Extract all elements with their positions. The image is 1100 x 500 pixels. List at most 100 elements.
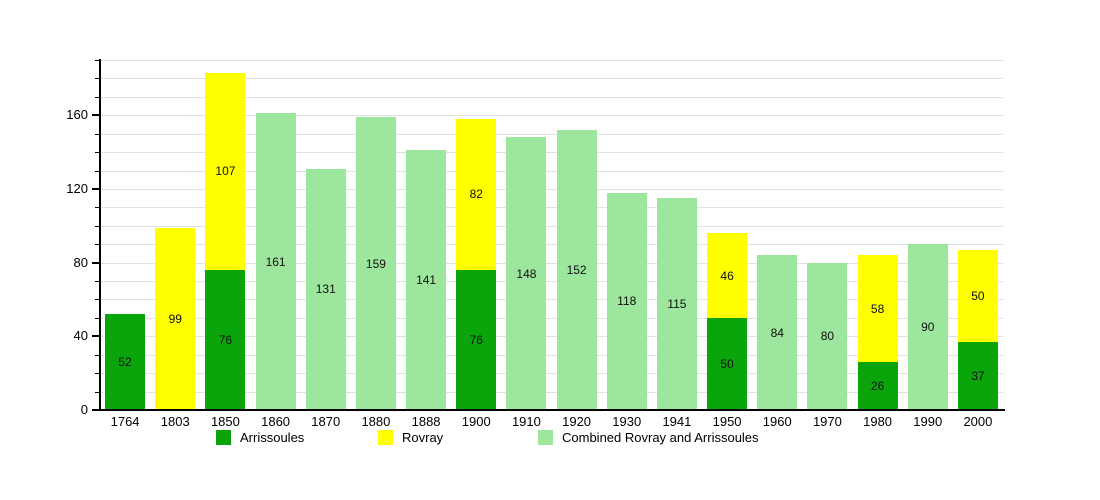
x-tick-label-1960: 1960 [762,414,792,429]
legend: Arrissoules Rovray Combined Rovray and A… [0,430,1100,448]
bar-value-label-1764-arrissoules: 52 [118,355,132,370]
bar-2000-rovray: 50 [957,249,998,342]
gridline-120 [100,188,1003,190]
y-tick-mark-120 [92,187,100,190]
x-tick-label-1910: 1910 [511,414,541,429]
bar-1960-combined: 84 [757,255,798,410]
bar-value-label-1960-combined: 84 [770,325,784,340]
x-tick-label-1920: 1920 [562,414,592,429]
x-tick-label-1888: 1888 [411,414,441,429]
bar-1910-combined: 148 [506,137,547,410]
legend-label-rovray: Rovray [402,430,444,445]
legend-label-arrissoules: Arrissoules [240,430,305,445]
x-tick-label-1980: 1980 [863,414,893,429]
bar-value-label-1850-rovray: 107 [215,164,236,179]
bar-1880-combined: 159 [355,117,396,410]
x-tick-label-2000: 2000 [963,414,993,429]
gridline-60 [100,299,1003,301]
x-tick-label-1860: 1860 [261,414,291,429]
y-tick-mark-100 [95,225,100,227]
gridline-170 [100,96,1003,98]
bar-value-label-2000-rovray: 50 [971,288,985,303]
bar-1980-rovray: 58 [857,255,898,363]
bar-1990-combined: 90 [907,244,948,410]
bar-1950-rovray: 46 [707,233,748,318]
bar-1764-arrissoules: 52 [105,314,146,410]
y-tick-mark-40 [92,335,100,338]
bar-1803-rovray: 99 [155,227,196,410]
y-tick-label-160: 160 [66,107,88,123]
y-tick-label-120: 120 [66,180,88,196]
gridline-130 [100,170,1003,172]
bar-value-label-1803-rovray: 99 [168,311,182,326]
y-tick-mark-50 [95,317,100,319]
bar-value-label-1950-rovray: 46 [720,268,734,283]
y-tick-mark-70 [95,281,100,283]
bar-value-label-2000-arrissoules: 37 [971,368,985,383]
x-tick-label-1880: 1880 [361,414,391,429]
bar-1900-arrissoules: 76 [456,270,497,410]
bar-1950-arrissoules: 50 [707,317,748,410]
x-tick-label-1870: 1870 [311,414,341,429]
gridline-80 [100,262,1003,264]
gridline-70 [100,281,1003,283]
gridline-180 [100,78,1003,80]
x-tick-label-1950: 1950 [712,414,742,429]
y-tick-mark-160 [92,114,100,117]
y-tick-mark-180 [95,78,100,80]
bar-1930-combined: 118 [606,192,647,410]
x-axis-line [97,409,1005,411]
gridline-10 [100,391,1003,393]
bar-1900-rovray: 82 [456,118,497,270]
bar-1860-combined: 161 [255,113,296,410]
y-tick-mark-30 [95,354,100,356]
y-tick-mark-80 [92,261,100,264]
y-tick-mark-190 [95,60,100,61]
gridline-100 [100,225,1003,227]
bar-1941-combined: 115 [656,198,697,410]
y-tick-mark-10 [95,391,100,393]
bar-value-label-1900-rovray: 82 [469,187,483,202]
bar-value-label-1950-arrissoules: 50 [720,356,734,371]
bar-value-label-1888-combined: 141 [416,273,437,288]
x-tick-label-1930: 1930 [612,414,642,429]
legend-label-combined: Combined Rovray and Arrissoules [562,430,759,445]
x-tick-label-1764: 1764 [110,414,140,429]
bar-value-label-1900-arrissoules: 76 [469,333,483,347]
x-tick-label-1990: 1990 [913,414,943,429]
x-tick-label-1941: 1941 [662,414,692,429]
bar-value-label-1980-rovray: 58 [870,301,885,316]
bar-1970-combined: 80 [807,262,848,410]
bar-1850-rovray: 107 [205,72,246,270]
bar-value-label-1860-combined: 161 [265,254,286,269]
bar-1980-arrissoules: 26 [857,362,898,410]
y-tick-mark-60 [95,299,100,301]
bar-value-label-1990-combined: 90 [921,320,935,335]
y-tick-mark-110 [95,207,100,209]
bar-value-label-1910-combined: 148 [516,266,537,281]
gridline-150 [100,133,1003,135]
y-tick-mark-150 [95,133,100,135]
legend-swatch-arrissoules [216,430,231,445]
y-tick-label-80: 80 [73,254,88,270]
bar-value-label-1980-arrissoules: 26 [870,379,885,394]
bar-value-label-1850-arrissoules: 76 [218,333,233,347]
gridline-110 [100,207,1003,209]
y-axis-line [99,59,101,411]
y-tick-mark-140 [95,152,100,154]
bar-2000-arrissoules: 37 [957,341,998,410]
bar-1888-combined: 141 [406,150,447,410]
x-tick-label-1900: 1900 [461,414,491,429]
gridline-30 [100,354,1003,356]
y-tick-mark-0 [92,409,100,411]
y-tick-label-0: 0 [80,402,88,417]
bar-1870-combined: 131 [305,168,346,410]
gridline-40 [100,336,1003,338]
y-tick-mark-20 [95,373,100,375]
plot-area: 52 99 76 107 161 131 159 141 76 82 148 152 118 115 50 4… [100,60,1003,410]
gridline-20 [100,373,1003,375]
bar-value-label-1880-combined: 159 [365,256,386,271]
x-tick-label-1970: 1970 [812,414,842,429]
bar-value-label-1930-combined: 118 [617,294,637,309]
